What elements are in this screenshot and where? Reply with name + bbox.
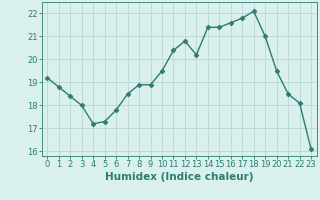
X-axis label: Humidex (Indice chaleur): Humidex (Indice chaleur) [105,172,253,182]
